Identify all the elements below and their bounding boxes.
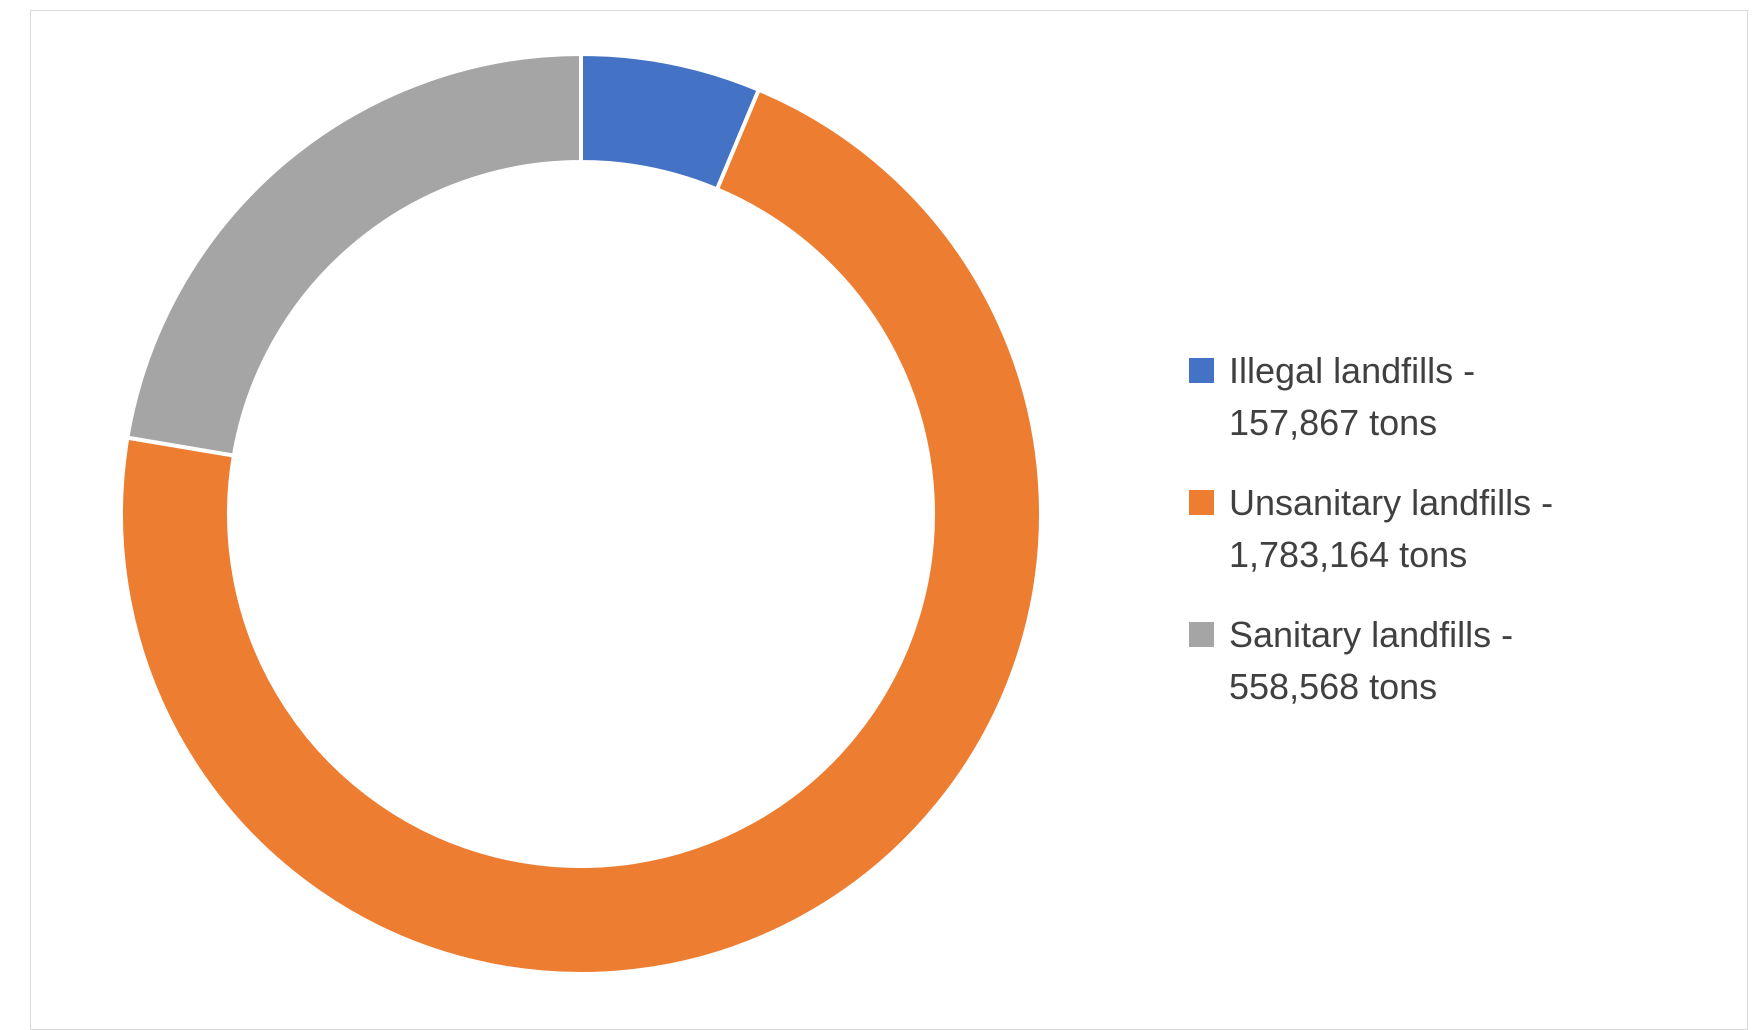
legend-item-unsanitary-landfills: Unsanitary landfills - 1,783,164 tons xyxy=(1189,477,1629,581)
chart-legend: Illegal landfills - 157,867 tons Unsanit… xyxy=(1189,345,1629,741)
donut-slice-unsanitary-landfills xyxy=(119,87,1043,976)
legend-label: Unsanitary landfills - 1,783,164 tons xyxy=(1229,482,1554,575)
legend-swatch xyxy=(1189,622,1214,647)
donut-slice-sanitary-landfills xyxy=(125,51,583,458)
legend-swatch xyxy=(1189,358,1214,383)
legend-item-sanitary-landfills: Sanitary landfills - 558,568 tons xyxy=(1189,609,1629,713)
legend-swatch xyxy=(1189,490,1214,515)
chart-area: Illegal landfills - 157,867 tons Unsanit… xyxy=(30,10,1748,1030)
legend-item-illegal-landfills: Illegal landfills - 157,867 tons xyxy=(1189,345,1629,449)
legend-label: Sanitary landfills - 558,568 tons xyxy=(1229,614,1514,707)
legend-label: Illegal landfills - 157,867 tons xyxy=(1229,350,1476,443)
donut-chart xyxy=(119,51,1043,976)
